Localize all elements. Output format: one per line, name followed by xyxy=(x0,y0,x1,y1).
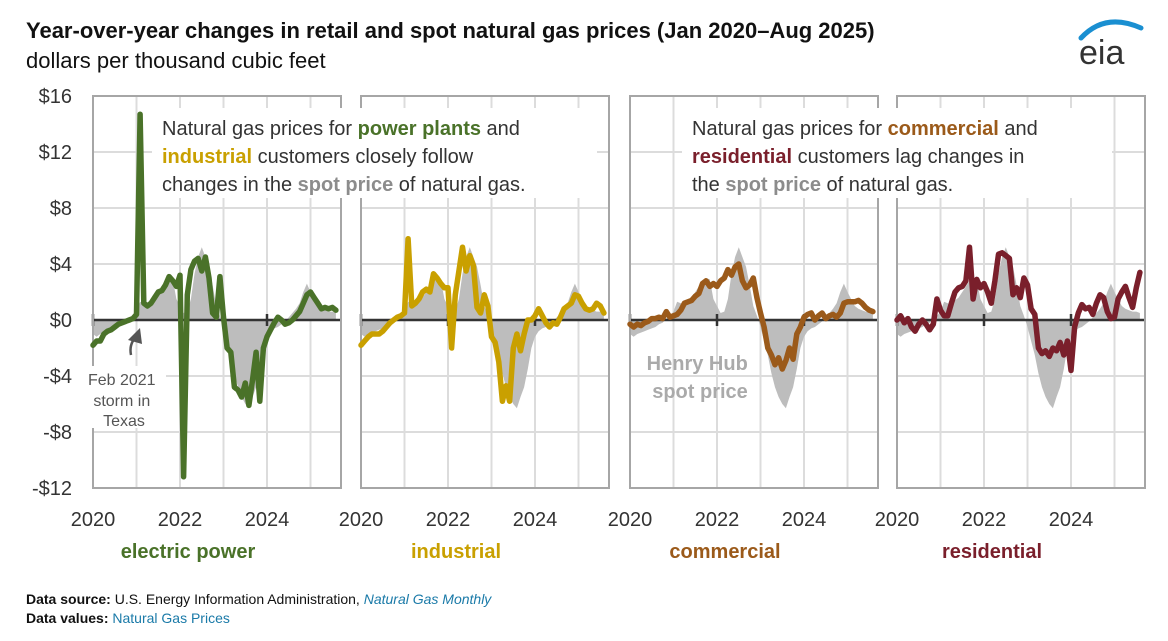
panel-label: industrial xyxy=(411,541,501,563)
chart-subtitle: dollars per thousand cubic feet xyxy=(26,48,326,73)
x-tick-label: 2024 xyxy=(513,509,558,531)
series-line-commercial xyxy=(627,261,876,372)
source-label: Data source: xyxy=(26,591,111,607)
panel-frame xyxy=(92,95,342,489)
y-tick-label: -$12 xyxy=(32,478,72,500)
left-annotation-bg xyxy=(152,108,597,198)
industrial-highlight: industrial xyxy=(162,146,252,168)
left-annotation-line3: changes in the spot price of natural gas… xyxy=(162,174,526,196)
y-tick-label: $16 xyxy=(39,86,72,108)
logo-arc xyxy=(1078,19,1144,41)
right-annotation: Natural gas prices for commercial and re… xyxy=(692,118,1043,196)
x-tick-label: 2022 xyxy=(158,509,203,531)
series-line-residential xyxy=(894,244,1143,374)
henry-hub-label: Henry Hub spot price xyxy=(647,353,754,403)
x-tick-label: 2020 xyxy=(71,509,116,531)
panel-label: electric power xyxy=(121,541,256,563)
y-tick-label: -$4 xyxy=(43,366,72,388)
panel-industrial: 2020 2022 2024 industrial xyxy=(339,95,610,563)
panel-electric-power: 2020 2022 2024 electric power xyxy=(71,95,342,563)
x-tick-label: 2020 xyxy=(608,509,653,531)
data-source: Data source: U.S. Energy Information Adm… xyxy=(26,591,491,607)
panel-label: residential xyxy=(942,541,1042,563)
source-text: U.S. Energy Information Administration, xyxy=(114,591,364,607)
y-tick-label: $4 xyxy=(50,254,72,276)
left-annotation: Natural gas prices for power plants and … xyxy=(162,118,526,196)
logo-text: eia xyxy=(1079,34,1124,70)
left-annotation-line1: Natural gas prices for power plants and xyxy=(162,118,520,140)
storm-arrowhead-icon xyxy=(128,328,142,344)
values-link[interactable]: Natural Gas Prices xyxy=(112,610,230,626)
power-plants-highlight: power plants xyxy=(358,118,481,140)
eia-logo: eia xyxy=(1078,19,1144,70)
spot-price-highlight: spot price xyxy=(298,174,394,196)
right-annotation-line1: Natural gas prices for commercial and xyxy=(692,118,1038,140)
y-tick-label: $8 xyxy=(50,198,72,220)
x-tick-label: 2024 xyxy=(782,509,827,531)
x-tick-label: 2024 xyxy=(1049,509,1094,531)
series-line-electric-power xyxy=(90,111,339,480)
right-annotation-bg xyxy=(682,108,1112,198)
storm-note: Feb 2021 storm in Texas xyxy=(88,372,160,430)
residential-highlight: residential xyxy=(692,146,792,168)
panel-frame xyxy=(896,95,1146,489)
left-annotation-line2: industrial customers closely follow xyxy=(162,146,474,168)
commercial-highlight: commercial xyxy=(888,118,999,140)
spot-price-area xyxy=(361,247,604,409)
x-tick-label: 2020 xyxy=(875,509,920,531)
y-tick-label: $0 xyxy=(50,310,72,332)
data-values: Data values: Natural Gas Prices xyxy=(26,610,230,626)
x-tick-label: 2024 xyxy=(245,509,290,531)
panel-frame xyxy=(629,95,879,489)
right-annotation-line3: the spot price of natural gas. xyxy=(692,174,953,196)
x-tick-label: 2022 xyxy=(962,509,1007,531)
series-line-industrial xyxy=(358,236,607,404)
y-tick-label: -$8 xyxy=(43,422,72,444)
source-link[interactable]: Natural Gas Monthly xyxy=(363,591,492,607)
values-label: Data values: xyxy=(26,610,109,626)
panel-frame xyxy=(360,95,610,489)
x-tick-label: 2022 xyxy=(695,509,740,531)
x-tick-label: 2022 xyxy=(426,509,471,531)
chart-title: Year-over-year changes in retail and spo… xyxy=(26,18,875,43)
spot-price-highlight: spot price xyxy=(725,174,821,196)
x-tick-label: 2020 xyxy=(339,509,384,531)
right-annotation-line2: residential customers lag changes in xyxy=(692,146,1024,168)
storm-note-bg xyxy=(84,366,166,428)
y-tick-label: $12 xyxy=(39,142,72,164)
panel-label: commercial xyxy=(669,541,780,563)
